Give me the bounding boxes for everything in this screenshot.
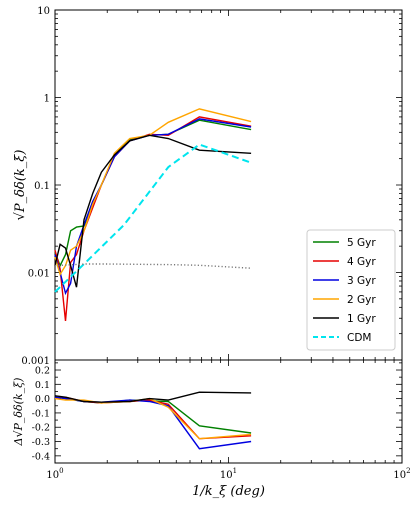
y-axis-label: √P_δδ(k_ξ) <box>13 150 28 221</box>
y-tick-label: 10 <box>37 6 50 17</box>
series-line-2-gyr <box>54 108 252 277</box>
y-tick-label: 0.1 <box>34 181 50 192</box>
x-axis-label: 1/k_ξ (deg) <box>192 484 265 499</box>
y2-tick-label: 0.1 <box>35 380 50 391</box>
series-line-reference <box>54 263 252 269</box>
legend-label: 5 Gyr <box>347 237 376 249</box>
legend-box <box>306 229 396 351</box>
y-tick-label: 0.001 <box>21 356 50 367</box>
legend-label: 3 Gyr <box>347 275 376 287</box>
y2-tick-label: 0.0 <box>35 394 50 405</box>
residual-line-3-gyr <box>54 396 252 450</box>
y2-tick-label: -0.4 <box>32 451 50 462</box>
x-tick-label: 101 <box>220 467 237 481</box>
legend: 5 Gyr 4 Gyr 3 Gyr 2 Gyr 1 Gyr CDM <box>306 229 396 351</box>
y2-tick-label: 0.2 <box>35 366 50 377</box>
series-line-1-gyr <box>54 134 252 288</box>
y-tick-label: 0.01 <box>28 269 50 280</box>
legend-label: 4 Gyr <box>347 256 376 268</box>
x-tick-label: 100 <box>46 467 63 481</box>
series-line-cdm <box>54 143 252 293</box>
residual-line-1-gyr <box>54 391 252 403</box>
x-tick-label: 102 <box>393 467 410 481</box>
residual-line-4-gyr <box>54 396 252 440</box>
legend-label: CDM <box>347 332 371 344</box>
legend-label: 1 Gyr <box>347 313 376 325</box>
upper-panel: 0.001 0.01 0.1 1 10 √P_δδ(k_ξ) <box>13 6 403 367</box>
lower-panel: 0.2 0.1 0.0 -0.1 -0.2 -0.3 -0.4 100 101 102 1/k_ξ … <box>12 359 411 499</box>
y2-axis-label: Δ√P_δδ(k_ξ) <box>12 378 25 447</box>
y2-tick-label: -0.3 <box>32 437 50 448</box>
legend-label: 2 Gyr <box>347 294 376 306</box>
series-line-5-gyr <box>54 119 252 268</box>
y2-tick-label: -0.1 <box>32 408 50 419</box>
lower-frame <box>54 359 403 464</box>
residual-line-2-gyr <box>54 397 252 440</box>
y-tick-label: 1 <box>44 94 50 105</box>
y2-tick-label: -0.2 <box>32 423 50 434</box>
